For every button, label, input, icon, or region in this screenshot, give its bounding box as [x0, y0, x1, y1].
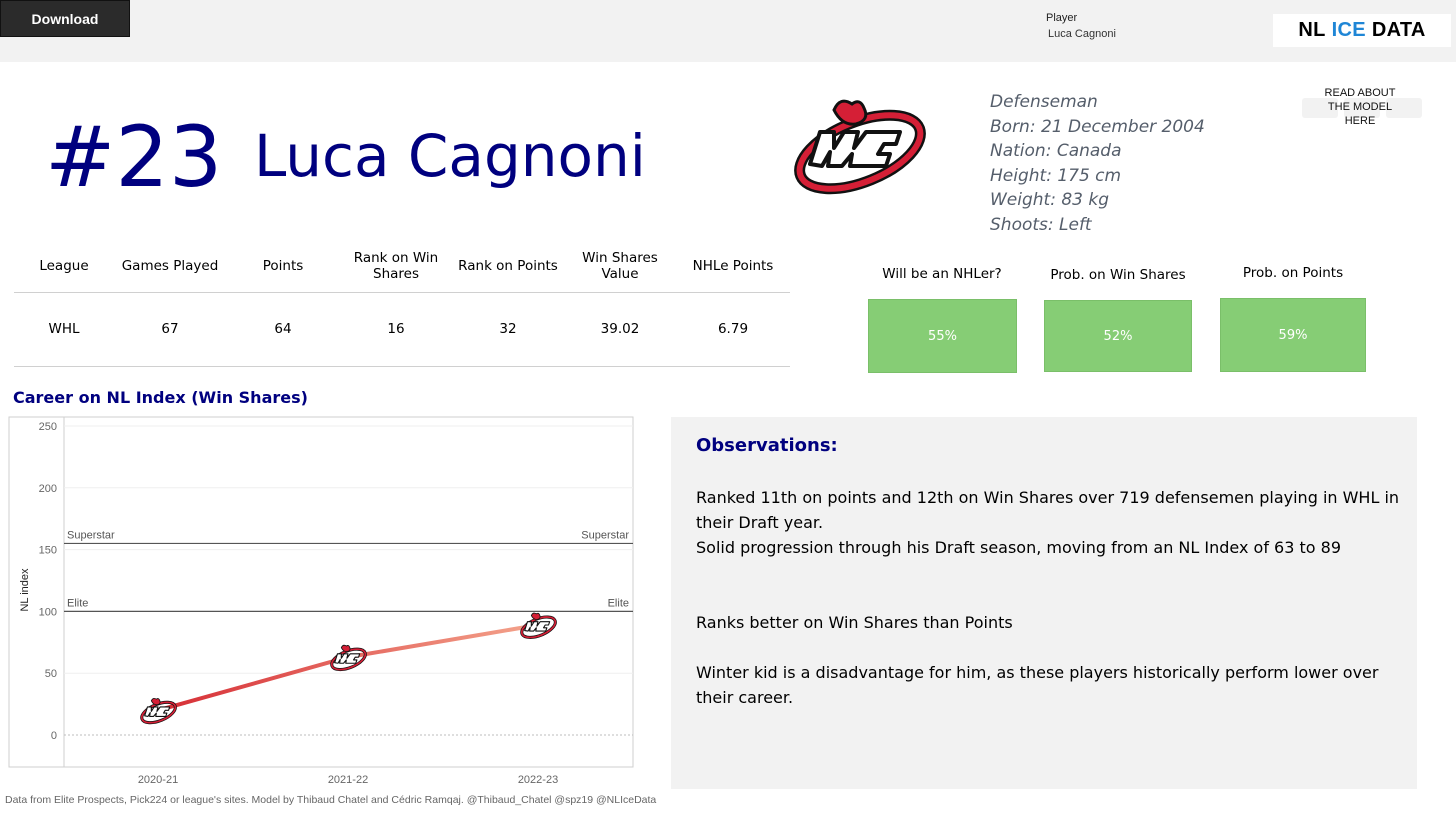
prob-win-shares-box: 52% [1044, 300, 1192, 372]
nl-index-line-chart: 0 50 100 150 200 250 2020-21 2021-22 2022-23 Su… [8, 416, 634, 786]
col-rank-win-shares: Rank on Win Shares [340, 240, 452, 293]
stats-header-row: League Games Played Points Rank on Win S… [14, 240, 790, 293]
col-games-played: Games Played [114, 240, 226, 293]
reference-label-right: Elite [608, 597, 629, 609]
col-points: Points [226, 240, 340, 293]
y-tick-label: 200 [39, 483, 57, 495]
season-stats-table: League Games Played Points Rank on Win S… [14, 240, 790, 367]
bio-nation: Nation: Canada [990, 141, 1122, 162]
x-tick-label: 2020-21 [138, 774, 178, 786]
player-filter-dropdown[interactable]: Luca Cagnoni [1048, 28, 1116, 40]
reference-label-left: Superstar [67, 529, 115, 541]
observation-line [696, 635, 1406, 660]
chart-frame [8, 416, 634, 768]
whl-logo-icon [790, 90, 926, 198]
observation-line: Solid progression through his Draft seas… [696, 538, 1341, 557]
observations-panel: Observations: Ranked 11th on points and … [671, 417, 1417, 789]
chart-gridlines [64, 425, 633, 736]
observation-line [696, 585, 1406, 610]
y-tick-label: 0 [51, 730, 57, 742]
nl-ice-data-logo: NL ICE DATA [1273, 14, 1451, 47]
model-info-tile: READ ABOUT THE MODEL HERE [1294, 66, 1430, 144]
observation-line [696, 560, 1406, 585]
player-bio: Defenseman Born: 21 December 2004 Nation… [990, 90, 1205, 238]
top-bar: Download Player Luca Cagnoni NL ICE DATA [0, 0, 1456, 62]
prob-win-shares-label: Prob. on Win Shares [1050, 267, 1186, 283]
ghost-box-right [1386, 98, 1422, 118]
cell-nhle-points: 6.79 [676, 292, 790, 367]
observation-line: Ranked 11th on points and 12th on Win Sh… [696, 488, 1400, 532]
col-nhle-points: NHLe Points [676, 240, 790, 293]
x-tick-label: 2022-23 [518, 774, 558, 786]
y-tick-label: 50 [45, 668, 57, 680]
observations-body: Ranked 11th on points and 12th on Win Sh… [696, 485, 1406, 710]
player-filter-label: Player [1046, 12, 1078, 24]
reference-lines: Superstar Superstar Elite Elite [64, 529, 633, 612]
y-tick-label: 150 [39, 545, 57, 557]
x-tick-label: 2021-22 [328, 774, 368, 786]
bio-position: Defenseman [990, 92, 1098, 112]
cell-games-played: 67 [114, 292, 226, 367]
y-axis-label: NL index [19, 568, 31, 612]
prob-points-label: Prob. on Points [1242, 265, 1344, 281]
y-tick-label: 250 [39, 421, 57, 433]
ghost-box-left [1302, 98, 1338, 118]
ghost-box-middle [1344, 98, 1380, 118]
jersey-number: #23 [45, 108, 223, 206]
col-rank-points: Rank on Points [452, 240, 564, 293]
player-name: Luca Cagnoni [254, 122, 646, 190]
x-tick-labels: 2020-21 2021-22 2022-23 [138, 774, 558, 786]
cell-rank-win-shares: 16 [340, 292, 452, 367]
download-button[interactable]: Download [0, 0, 130, 37]
brand-data: DATA [1371, 19, 1426, 41]
observation-line: Winter kid is a disadvantage for him, as… [696, 663, 1379, 707]
bio-height: Height: 175 cm [990, 165, 1122, 186]
reference-label-right: Superstar [581, 529, 629, 541]
bio-born: Born: 21 December 2004 [990, 116, 1205, 137]
y-tick-label: 100 [39, 606, 57, 618]
col-win-shares-value: Win Shares Value [564, 240, 676, 293]
cell-league: WHL [14, 292, 114, 367]
reference-label-left: Elite [67, 597, 88, 609]
bio-weight: Weight: 83 kg [990, 190, 1110, 211]
prob-points-box: 59% [1220, 298, 1366, 372]
observation-line: Ranks better on Win Shares than Points [696, 613, 1013, 632]
chart-series [139, 611, 557, 726]
prob-nhler-box: 55% [868, 299, 1017, 373]
brand-nl: NL [1298, 19, 1326, 41]
col-league: League [14, 240, 114, 293]
prob-nhler-label: Will be an NHLer? [882, 266, 1002, 282]
bio-shoots: Shoots: Left [990, 214, 1092, 235]
read-about-model-link[interactable]: READ ABOUT THE MODEL HERE [1324, 87, 1396, 127]
cell-points: 64 [226, 292, 340, 367]
chart-title: Career on NL Index (Win Shares) [13, 388, 308, 407]
cell-win-shares-value: 39.02 [564, 292, 676, 367]
brand-ice: ICE [1331, 19, 1366, 41]
observations-title: Observations: [696, 435, 838, 456]
data-source-footer: Data from Elite Prospects, Pick224 or le… [5, 794, 657, 806]
y-tick-labels: 0 50 100 150 200 250 [39, 421, 57, 742]
table-row: WHL 67 64 16 32 39.02 6.79 [14, 292, 790, 367]
cell-rank-points: 32 [452, 292, 564, 367]
